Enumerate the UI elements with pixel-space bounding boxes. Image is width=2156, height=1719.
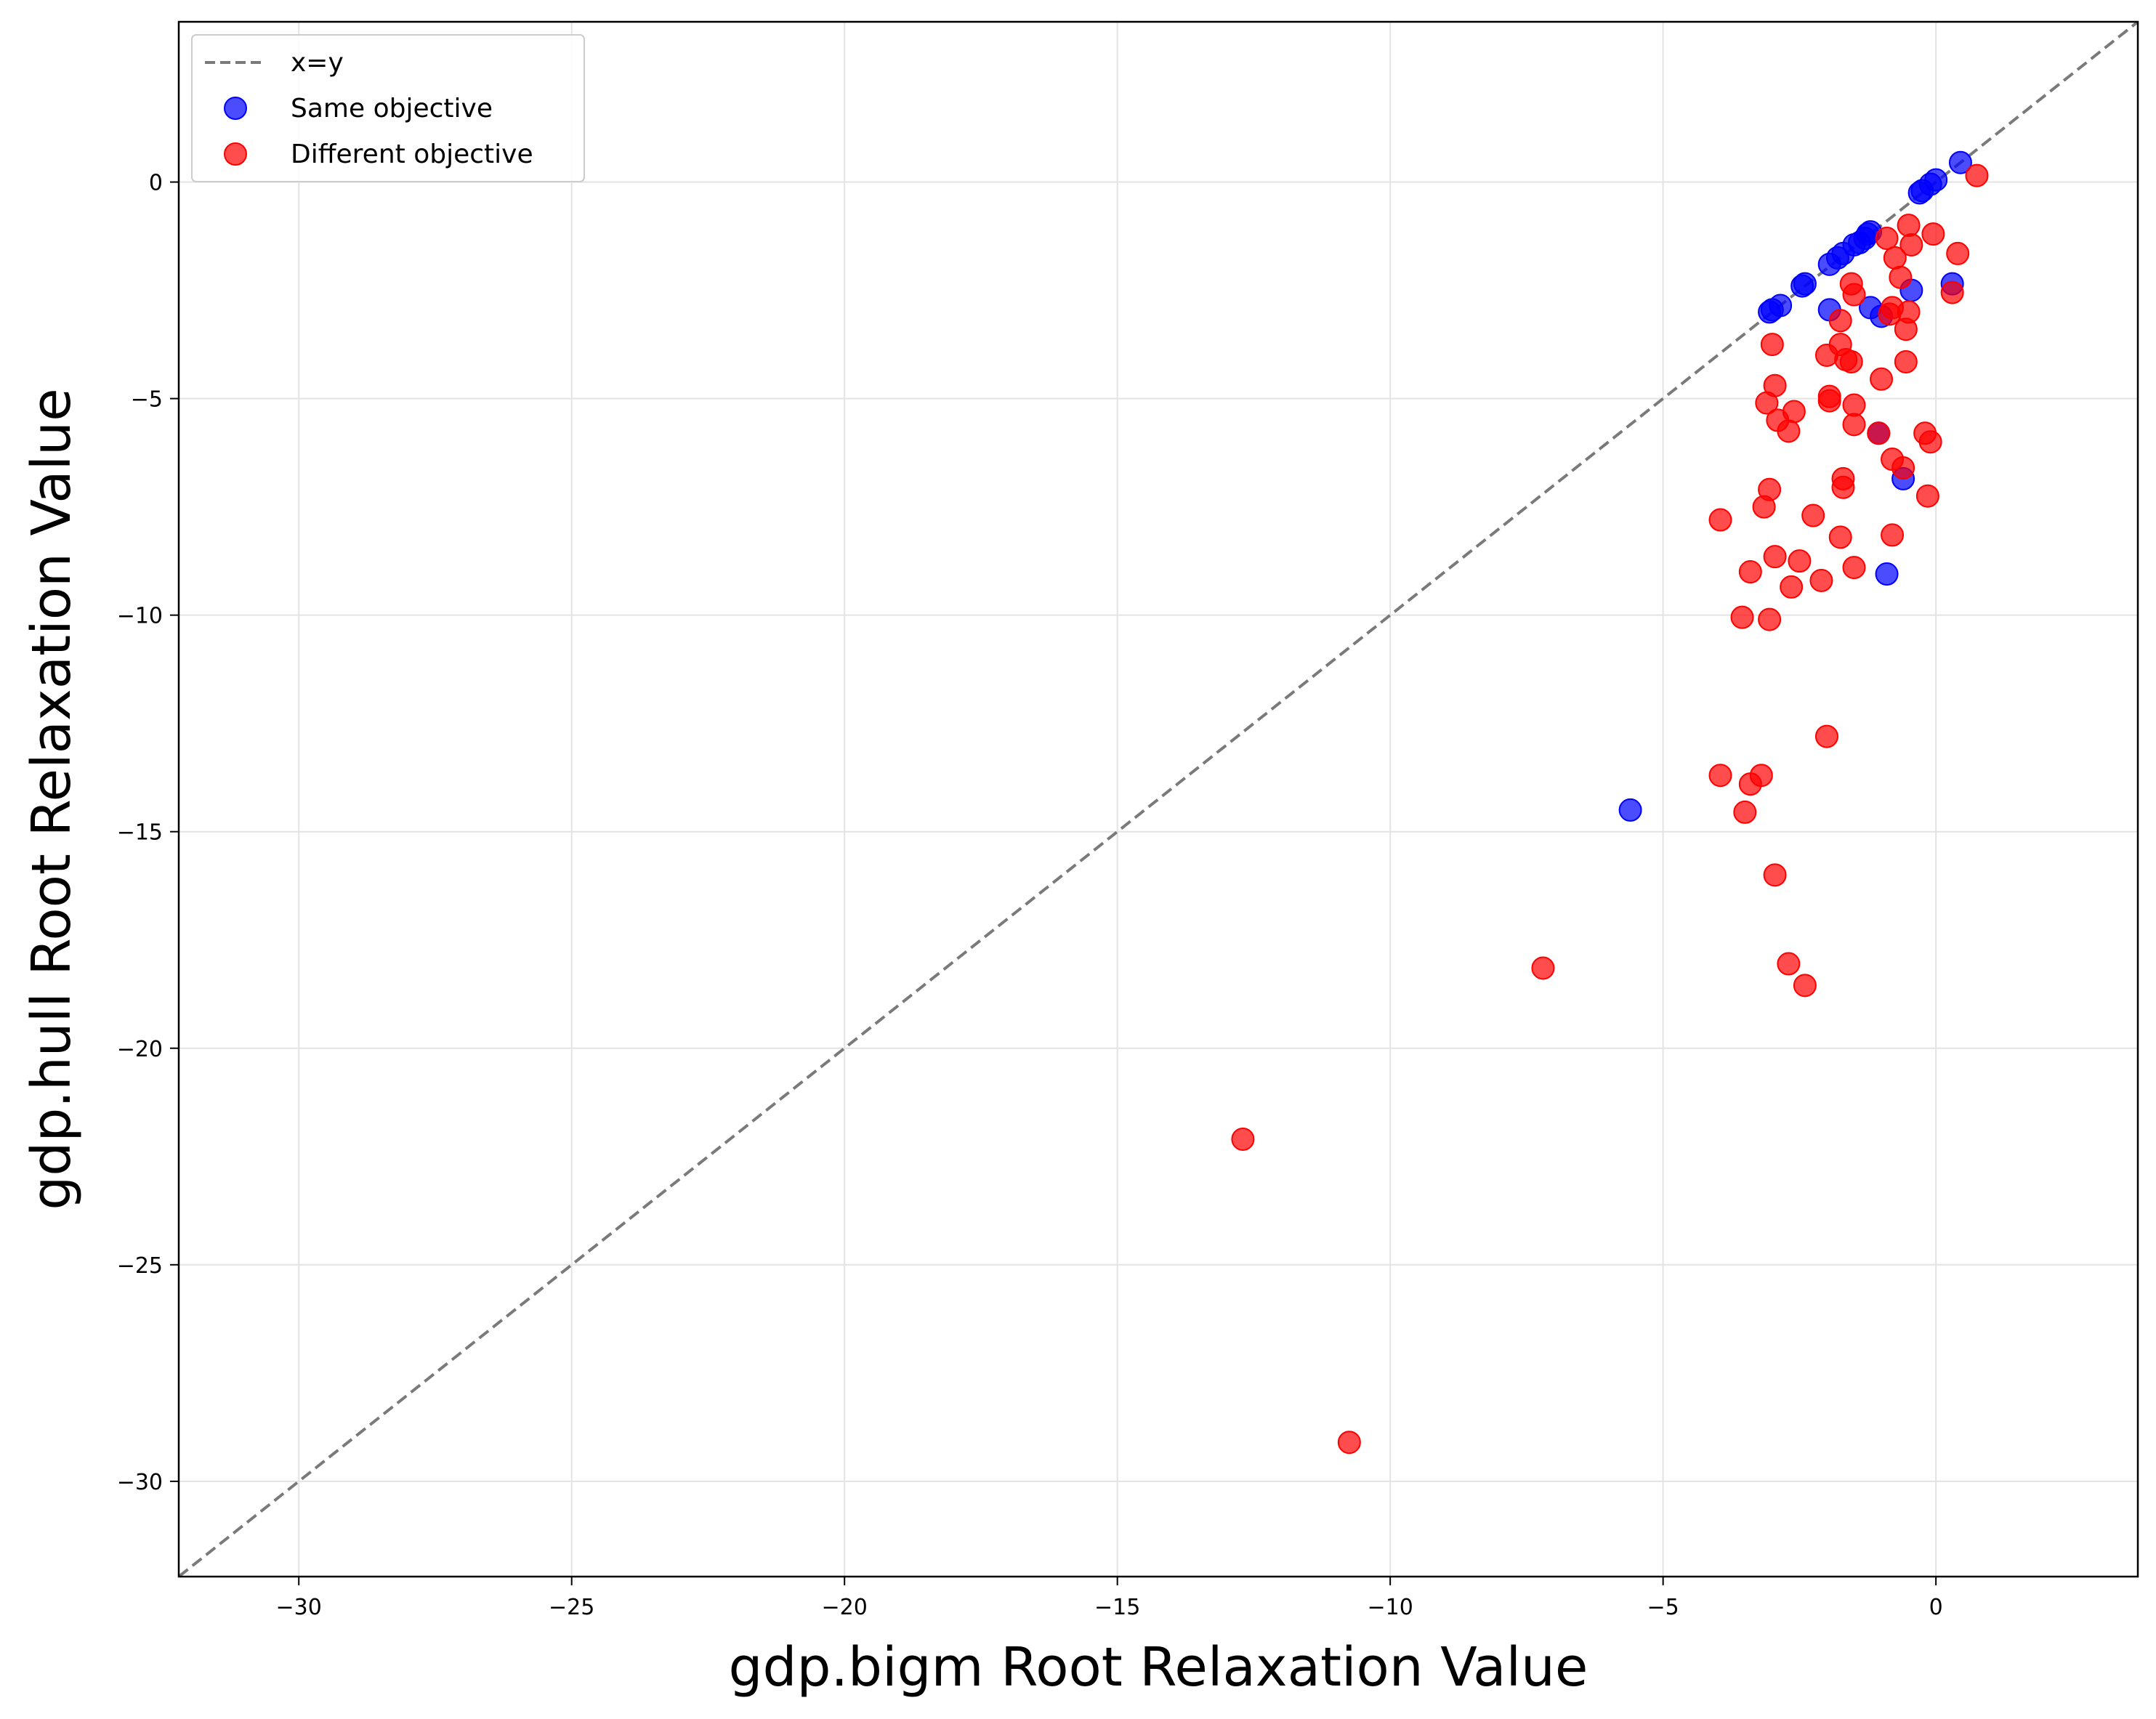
data-point: [1842, 413, 1866, 437]
data-point: [1777, 952, 1801, 976]
y-tick-label: 0: [149, 171, 163, 196]
data-point: [1801, 503, 1825, 527]
data-point: [1842, 283, 1866, 307]
data-point: [1763, 545, 1787, 569]
data-point: [1777, 419, 1801, 443]
data-point: [1790, 274, 1814, 298]
y-tick-label: −30: [117, 1470, 163, 1495]
data-point: [1788, 549, 1812, 573]
data-point: [1752, 495, 1776, 519]
data-point: [1758, 607, 1782, 631]
data-point: [1894, 317, 1918, 341]
data-point: [1231, 1127, 1255, 1151]
data-point: [1889, 265, 1913, 289]
data-point: [1337, 1431, 1361, 1455]
data-point: [1839, 349, 1863, 373]
data-point: [1531, 956, 1555, 980]
data-point: [1918, 430, 1942, 454]
x-tick-label: −15: [1094, 1595, 1140, 1620]
data-point: [1891, 456, 1915, 480]
data-point: [1897, 214, 1921, 238]
legend-box: [191, 34, 585, 182]
data-point: [1708, 764, 1732, 788]
y-tick-label: −10: [117, 604, 163, 629]
x-tick-label: −20: [822, 1595, 868, 1620]
data-point: [1915, 484, 1939, 508]
legend-label-different: Different objective: [291, 139, 533, 169]
data-point: [1763, 863, 1787, 887]
data-point: [1758, 300, 1782, 324]
data-point: [1875, 562, 1899, 586]
data-point: [1828, 309, 1852, 333]
x-tick-label: −5: [1647, 1595, 1679, 1620]
axis-ticks: −30 −25 −20 −15 −10 −5 0 0 −5 −10 −15 −20 −25 −30: [117, 171, 1943, 1620]
data-point: [1894, 349, 1918, 373]
data-point: [1870, 367, 1894, 391]
data-point: [1708, 508, 1732, 532]
data-point: [1921, 222, 1945, 246]
data-point: [1842, 556, 1866, 580]
data-point: [1730, 605, 1754, 629]
y-tick-label: −20: [117, 1037, 163, 1062]
data-point: [1817, 252, 1841, 276]
data-point: [1875, 227, 1899, 251]
data-points: [1231, 150, 1989, 1455]
data-point: [1883, 246, 1907, 270]
data-point: [1733, 800, 1757, 824]
data-point: [1814, 343, 1838, 367]
legend-marker-different: [224, 142, 247, 166]
data-point: [1755, 391, 1779, 415]
x-tick-label: −10: [1368, 1595, 1413, 1620]
data-point: [1782, 400, 1806, 424]
data-point: [1940, 280, 1964, 304]
data-point: [1842, 393, 1866, 417]
data-point: [1828, 525, 1852, 549]
data-point: [1618, 798, 1642, 822]
data-point: [1814, 724, 1838, 748]
data-point: [1831, 475, 1855, 499]
data-point: [1809, 568, 1833, 592]
y-axis-label: gdp.hull Root Relaxation Value: [20, 388, 83, 1210]
data-point: [1899, 232, 1923, 256]
data-point: [1907, 181, 1931, 205]
x-tick-label: 0: [1929, 1595, 1943, 1620]
data-point: [1760, 333, 1784, 357]
legend-label-reference: x=y: [291, 48, 344, 78]
legend-label-same: Same objective: [291, 94, 493, 124]
legend: x=y Same objective Different objective: [191, 34, 585, 182]
data-point: [1965, 163, 1989, 187]
data-point: [1780, 575, 1804, 599]
y-tick-label: −15: [117, 820, 163, 846]
x-tick-label: −30: [276, 1595, 322, 1620]
y-tick-label: −25: [117, 1253, 163, 1279]
y-tick-label: −5: [131, 387, 163, 413]
data-point: [1867, 421, 1891, 445]
data-point: [1946, 241, 1970, 265]
x-tick-label: −25: [549, 1595, 594, 1620]
plot-frame: [177, 20, 2139, 1578]
data-point: [1948, 150, 1972, 174]
data-point: [1738, 772, 1762, 796]
data-point: [1881, 523, 1905, 547]
legend-marker-same: [224, 97, 247, 120]
data-point: [1793, 974, 1817, 998]
series-different-objective: [1231, 163, 1989, 1455]
data-point: [1817, 389, 1841, 413]
data-point: [1738, 560, 1762, 584]
x-axis-label: gdp.bigm Root Relaxation Value: [729, 1636, 1588, 1699]
